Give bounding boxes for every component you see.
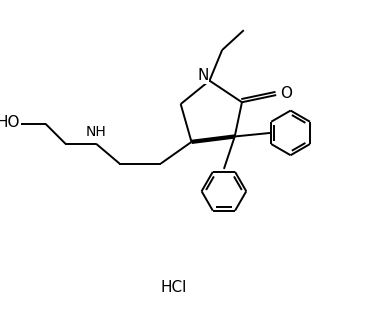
Text: HCl: HCl — [160, 280, 187, 295]
Text: NH: NH — [86, 125, 107, 139]
Text: HO: HO — [0, 115, 20, 129]
Text: O: O — [280, 86, 292, 101]
Text: N: N — [197, 68, 209, 83]
